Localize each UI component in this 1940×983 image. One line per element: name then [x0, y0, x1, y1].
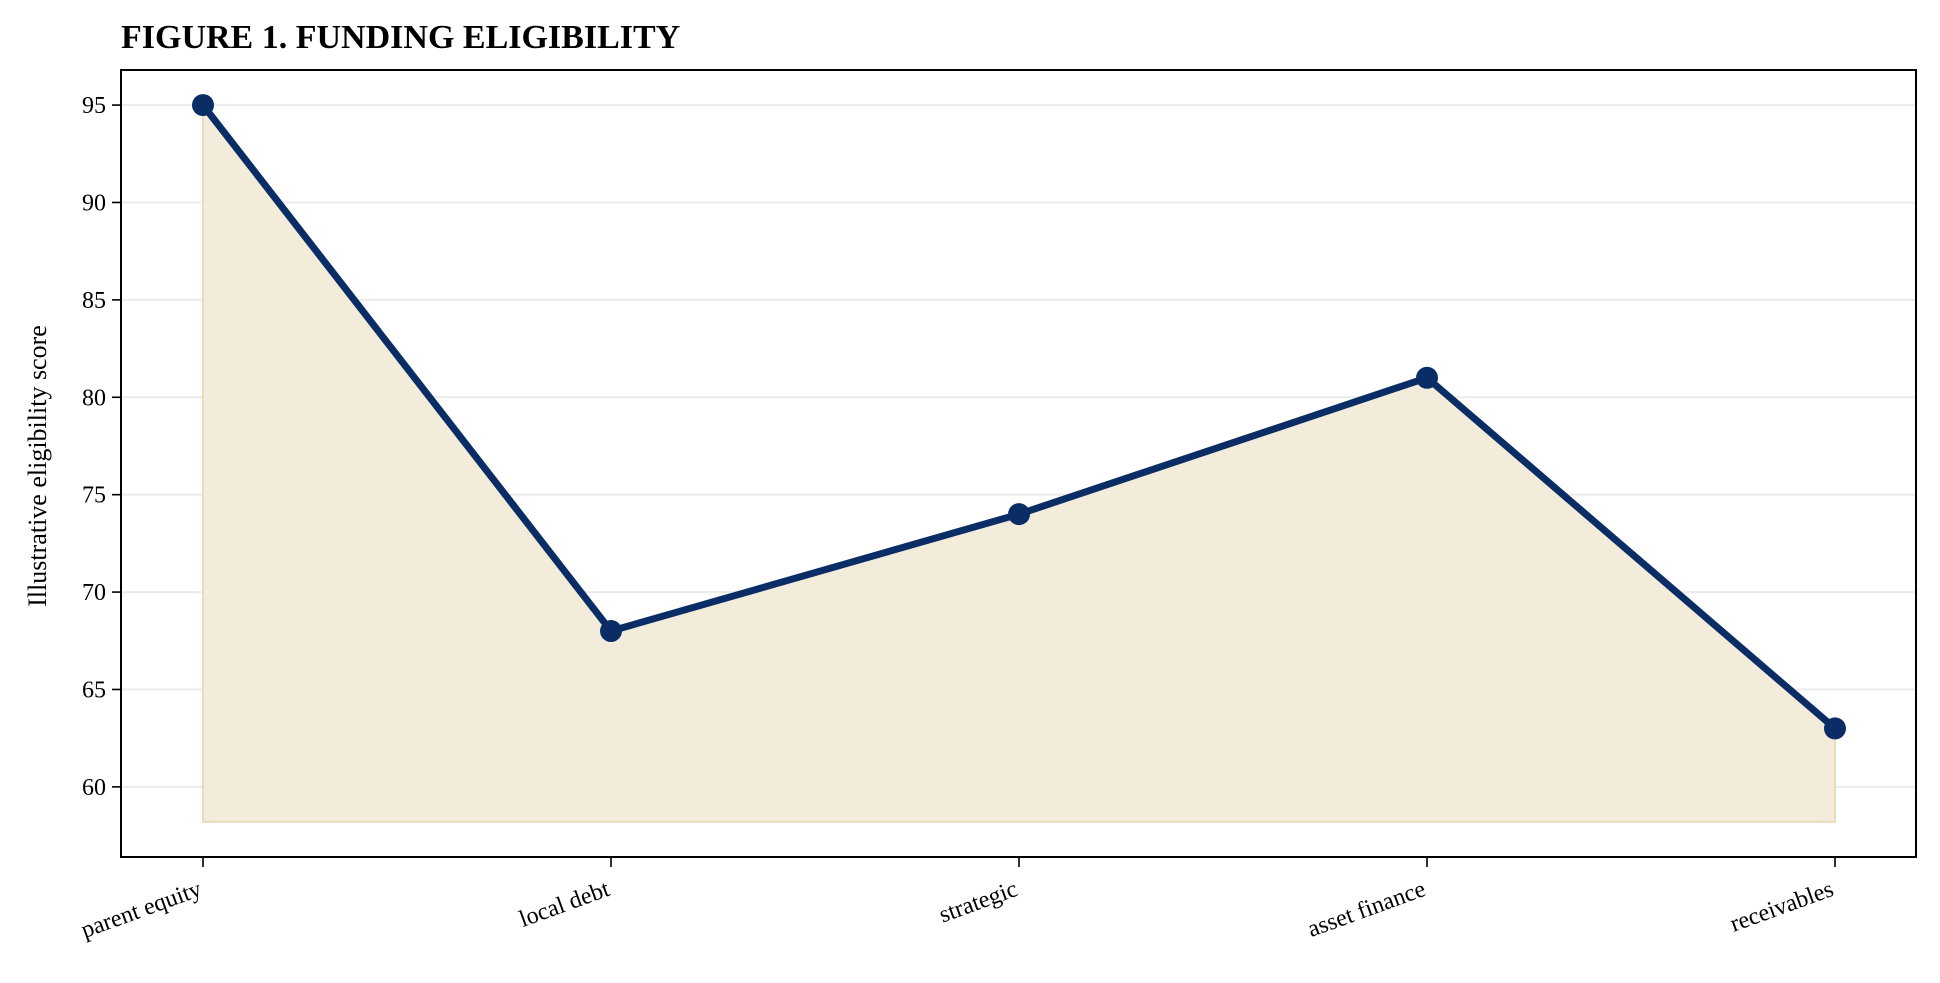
series-line-segment-3 — [1015, 374, 1431, 518]
y-tick-label-80: 80 — [82, 385, 106, 411]
x-tick-label-1: parent equity — [78, 876, 205, 944]
series-line-segment-2 — [607, 510, 1023, 635]
data-point-3 — [1008, 503, 1030, 526]
y-tick-label-75: 75 — [82, 483, 106, 509]
data-points-layer — [192, 94, 1846, 740]
x-tick-label-3: strategic — [936, 876, 1021, 928]
area-fill — [202, 102, 1836, 823]
area-fill-layer — [202, 102, 1836, 823]
x-tick-label-4: asset finance — [1304, 876, 1429, 943]
y-ticks: 60 65 70 75 80 85 90 95 — [82, 93, 121, 801]
y-tick-label-60: 60 — [82, 775, 106, 801]
data-point-5 — [1824, 717, 1846, 740]
data-point-1 — [192, 94, 214, 117]
series-line-layer — [199, 101, 1839, 732]
data-point-4 — [1416, 366, 1438, 389]
chart-title: FIGURE 1. FUNDING ELIGIBILITY — [121, 19, 680, 56]
x-tick-label-5: receivables — [1727, 876, 1837, 937]
y-tick-label-90: 90 — [82, 190, 106, 216]
x-tick-label-2: local debt — [516, 876, 613, 933]
y-tick-label-85: 85 — [82, 288, 106, 314]
x-ticks: parent equity local debt strategic asset fi… — [78, 857, 1837, 944]
series-line-segment-1 — [199, 101, 615, 635]
y-tick-label-70: 70 — [82, 580, 106, 606]
y-axis-label: Illustrative eligibility score — [23, 325, 52, 607]
data-point-2 — [600, 620, 622, 643]
series-line-segment-4 — [1423, 374, 1839, 732]
y-tick-label-95: 95 — [82, 93, 106, 119]
y-tick-label-65: 65 — [82, 677, 106, 703]
